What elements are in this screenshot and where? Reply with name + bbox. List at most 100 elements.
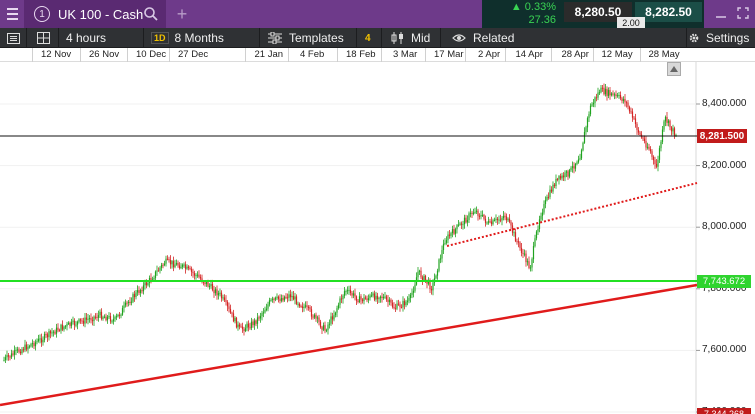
candle — [420, 267, 422, 280]
candle — [58, 328, 61, 332]
candle — [618, 92, 620, 99]
candle — [369, 293, 371, 301]
candle — [355, 295, 358, 306]
candle — [555, 174, 557, 189]
candle — [537, 225, 539, 236]
candle — [138, 286, 140, 296]
sell-price-button[interactable]: 8,280.50 — [564, 2, 632, 22]
candle — [13, 345, 16, 360]
candle — [444, 238, 446, 246]
tab-market[interactable]: 1 UK 100 - Cash — [24, 0, 166, 28]
candle — [324, 321, 326, 334]
candle — [418, 269, 421, 276]
dotted-trend-line[interactable] — [446, 182, 698, 247]
candle — [454, 227, 457, 238]
candle — [459, 221, 461, 226]
candle — [657, 155, 659, 172]
candle — [430, 285, 433, 295]
settings-button[interactable]: Settings — [688, 28, 749, 48]
candle — [492, 218, 494, 226]
candle — [553, 182, 556, 189]
candle — [472, 208, 475, 216]
menu-icon[interactable] — [0, 0, 24, 28]
date-tick — [80, 48, 81, 62]
candle — [82, 317, 85, 327]
candle — [277, 295, 280, 303]
candle — [658, 145, 661, 163]
candle — [315, 312, 317, 322]
candle — [31, 339, 34, 348]
candle — [60, 323, 62, 334]
candle — [340, 294, 343, 304]
candle — [417, 267, 419, 281]
candle — [339, 296, 341, 309]
candle — [247, 320, 250, 332]
minimize-icon[interactable] — [714, 6, 728, 20]
date-tick — [505, 48, 506, 62]
candle — [213, 285, 215, 298]
candle — [133, 290, 136, 302]
candle — [336, 305, 338, 318]
trend-line[interactable] — [0, 283, 698, 407]
candle — [214, 287, 217, 296]
expand-icon[interactable] — [736, 6, 750, 20]
candle — [187, 265, 190, 271]
price-chart[interactable]: 8,400.000 8,200.000 8,000.000 7,800.000 7,60… — [0, 62, 755, 414]
layout-grid-icon[interactable] — [34, 28, 52, 48]
candle — [556, 177, 559, 182]
related-button[interactable]: Related — [452, 28, 514, 48]
add-tab-icon[interactable]: + — [176, 3, 188, 24]
candle — [123, 301, 125, 313]
candle — [4, 354, 7, 363]
candle — [561, 172, 563, 181]
chart-canvas[interactable] — [0, 62, 755, 414]
candle — [129, 297, 131, 306]
indicators-button[interactable]: 4 — [365, 28, 371, 48]
candle — [612, 90, 614, 97]
candle — [631, 108, 634, 122]
candle — [15, 347, 17, 356]
candle — [93, 315, 95, 326]
candle — [460, 221, 463, 229]
candle — [313, 313, 316, 320]
date-label: 14 Apr — [515, 49, 543, 60]
candle — [535, 230, 538, 241]
candle — [208, 283, 211, 290]
support-price-tag: 7,743.672 — [697, 275, 751, 288]
scroll-to-latest-icon[interactable] — [667, 62, 681, 76]
candle — [327, 322, 329, 335]
candle — [471, 210, 473, 219]
quote-panel: ▲ 0.33% 27.36 8,280.50 8,282.50 2.00 — [482, 0, 704, 28]
period-select[interactable]: 1D 8 Months — [151, 28, 224, 48]
price-mode-button[interactable]: Mid — [391, 28, 430, 48]
candle — [118, 311, 121, 319]
candle — [226, 300, 229, 312]
candles-icon — [391, 32, 403, 44]
candle — [531, 257, 533, 272]
search-icon[interactable] — [143, 6, 159, 22]
candle — [234, 316, 236, 324]
buy-price-button[interactable]: 8,282.50 — [635, 2, 702, 22]
candle — [495, 214, 497, 223]
candle — [403, 298, 406, 310]
candle — [331, 312, 334, 325]
candle — [190, 266, 193, 277]
candle — [607, 87, 610, 99]
candle — [220, 290, 223, 302]
candle — [84, 312, 86, 328]
candle — [376, 292, 379, 304]
candle — [589, 103, 592, 117]
candle — [664, 115, 667, 127]
candle — [318, 314, 320, 326]
candle — [643, 135, 646, 144]
templates-button[interactable]: Templates — [268, 28, 344, 48]
interval-select[interactable]: 4 hours — [66, 31, 107, 45]
candle — [9, 355, 11, 361]
candle — [477, 208, 479, 221]
candle — [312, 314, 314, 320]
price-axis-label: 7,800.000 — [702, 282, 747, 294]
candle — [567, 169, 569, 180]
candle — [661, 125, 664, 145]
list-icon[interactable] — [4, 28, 22, 48]
candle — [571, 161, 574, 173]
